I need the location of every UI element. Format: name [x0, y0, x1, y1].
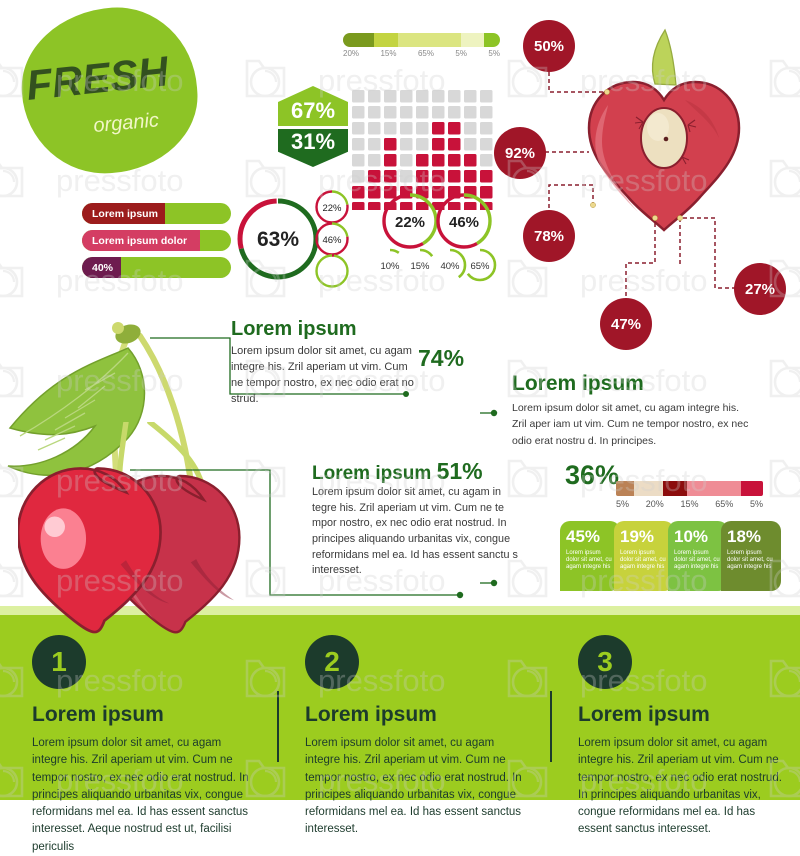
svg-text:46%: 46% — [449, 214, 479, 231]
svg-text:10%: 10% — [380, 261, 400, 272]
svg-text:15%: 15% — [410, 261, 430, 272]
svg-text:22%: 22% — [395, 214, 425, 231]
svg-text:22%: 22% — [322, 203, 342, 214]
svg-text:40%: 40% — [440, 261, 460, 272]
svg-text:63%: 63% — [257, 228, 299, 251]
svg-text:46%: 46% — [322, 235, 342, 246]
svg-text:FRESH: FRESH — [24, 47, 172, 109]
svg-text:organic: organic — [93, 109, 160, 137]
svg-text:65%: 65% — [470, 261, 490, 272]
